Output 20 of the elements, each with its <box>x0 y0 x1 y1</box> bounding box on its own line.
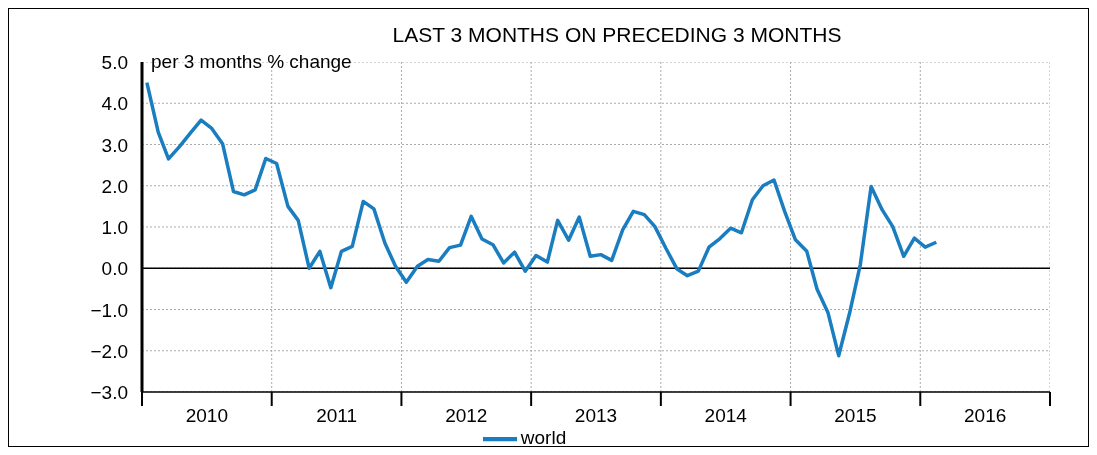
x-tick-label: 2014 <box>704 405 748 426</box>
y-tick-label: −1.0 <box>90 299 128 321</box>
y-tick-label: 4.0 <box>101 93 128 115</box>
y-tick-label: 0.0 <box>101 258 128 280</box>
legend-label: world <box>520 427 567 449</box>
y-axis-title: per 3 months % change <box>151 51 352 73</box>
y-tick-label: 2.0 <box>101 175 128 197</box>
y-tick-label: 3.0 <box>101 134 128 156</box>
y-tick-label: −2.0 <box>90 340 128 362</box>
x-tick-label: 2011 <box>316 405 357 426</box>
x-tick-label: 2010 <box>185 405 228 426</box>
x-tick-label: 2012 <box>445 405 488 426</box>
x-tick-label: 2013 <box>574 405 618 426</box>
chart-title: LAST 3 MONTHS ON PRECEDING 3 MONTHS <box>391 23 843 47</box>
y-tick-label: 1.0 <box>101 217 128 238</box>
y-tick-label: 5.0 <box>101 52 128 73</box>
x-tick-label: 2015 <box>834 405 877 426</box>
line-series <box>145 80 939 358</box>
y-tick-label: −3.0 <box>90 382 128 403</box>
x-tick-label: 2016 <box>964 405 1007 426</box>
